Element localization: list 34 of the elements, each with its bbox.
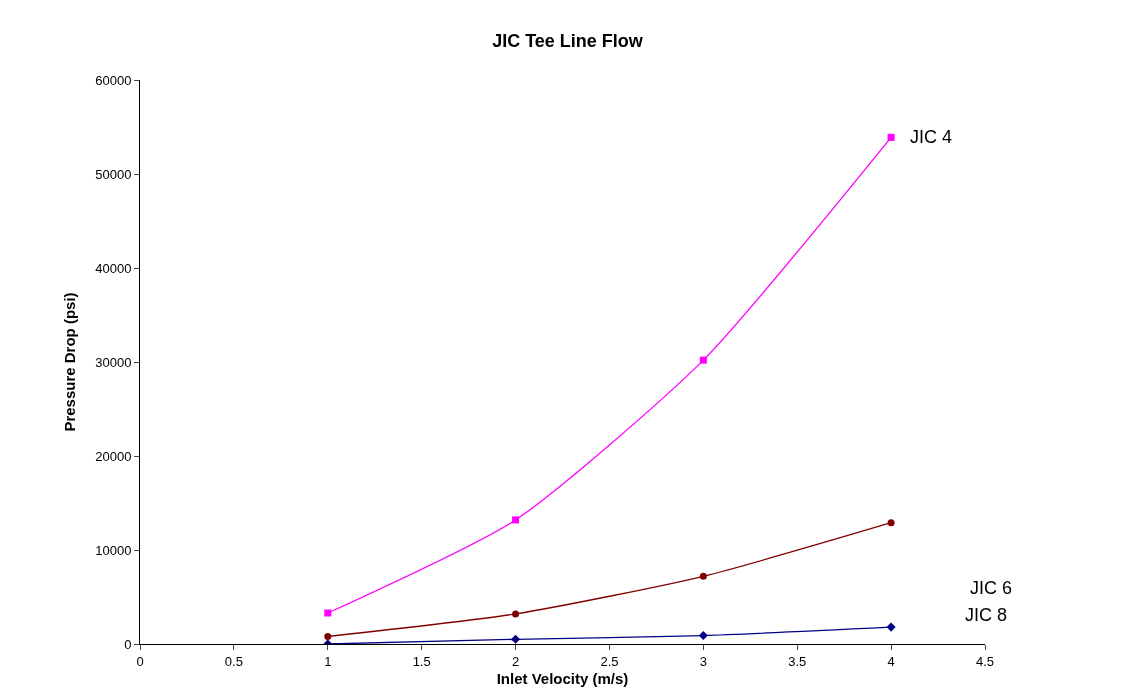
y-tick-label: 0 bbox=[124, 636, 132, 652]
point bbox=[698, 630, 708, 641]
point bbox=[511, 634, 521, 644]
y-tick-label: 10000 bbox=[95, 542, 132, 558]
x-tick-label: 0 bbox=[136, 653, 144, 669]
point bbox=[512, 516, 520, 524]
series-label: JIC 4 bbox=[910, 127, 953, 147]
x-tick-label: 4.5 bbox=[975, 653, 995, 669]
text: JIC 8 bbox=[965, 605, 1008, 625]
point bbox=[512, 610, 520, 618]
x-axis-title: Inlet Velocity (m/s) bbox=[496, 669, 629, 687]
y-tick-label: 60000 bbox=[95, 72, 132, 88]
x-tick-label: 3.5 bbox=[788, 653, 807, 669]
text: JIC 6 bbox=[970, 578, 1013, 598]
y-axis-title: Pressure Drop (psi) bbox=[61, 292, 79, 432]
point bbox=[324, 609, 332, 617]
point bbox=[887, 519, 895, 527]
x-tick-label: 4 bbox=[887, 653, 895, 669]
x-tick-label: 1 bbox=[324, 653, 332, 669]
point bbox=[699, 356, 707, 364]
point bbox=[886, 622, 896, 632]
y-tick-label: 20000 bbox=[95, 448, 132, 464]
x-tick-label: 0.5 bbox=[224, 653, 243, 669]
x-tick-label: 1.5 bbox=[412, 653, 431, 669]
y-tick-label: 50000 bbox=[95, 166, 132, 182]
point bbox=[324, 632, 332, 640]
x-tick-label: 3 bbox=[699, 653, 707, 669]
chart-title: JIC Tee Line Flow bbox=[492, 31, 644, 52]
point bbox=[887, 133, 895, 141]
y-tick-label: 40000 bbox=[95, 260, 132, 276]
x-tick-label: 2 bbox=[511, 653, 520, 669]
point bbox=[699, 572, 707, 580]
x-tick-label: 2.5 bbox=[600, 653, 619, 669]
y-tick-label: 30000 bbox=[95, 354, 132, 370]
